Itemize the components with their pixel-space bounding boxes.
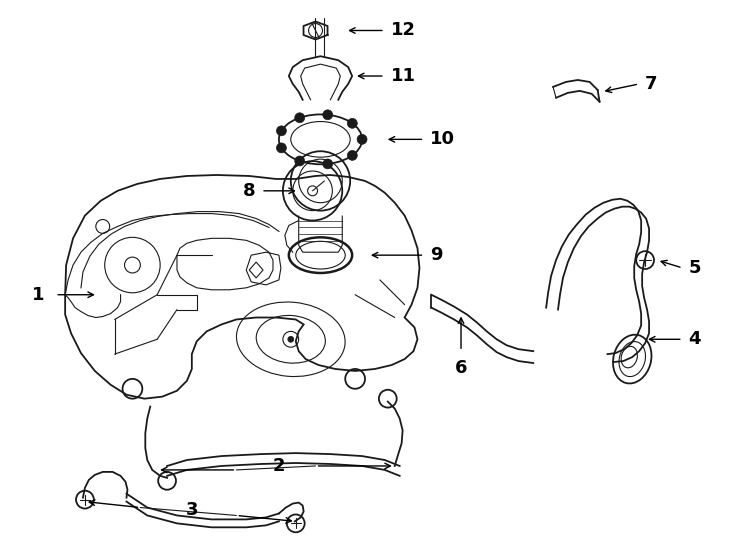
Circle shape [277,126,286,136]
Text: 1: 1 [32,286,45,303]
Circle shape [295,156,305,166]
Circle shape [323,110,333,120]
Text: 4: 4 [688,330,701,348]
Text: 7: 7 [645,75,658,93]
Text: 6: 6 [455,359,468,377]
Text: 3: 3 [186,501,198,518]
Circle shape [347,151,357,160]
Circle shape [295,113,305,123]
Text: 5: 5 [688,259,701,277]
Text: 11: 11 [390,67,415,85]
Circle shape [357,134,367,144]
Circle shape [288,336,294,342]
Text: 9: 9 [430,246,443,264]
Circle shape [347,118,357,129]
Circle shape [323,159,333,169]
Circle shape [277,143,286,153]
Text: 8: 8 [242,182,255,200]
Text: 2: 2 [272,457,286,475]
Text: 10: 10 [430,130,455,148]
Text: 12: 12 [390,22,415,39]
